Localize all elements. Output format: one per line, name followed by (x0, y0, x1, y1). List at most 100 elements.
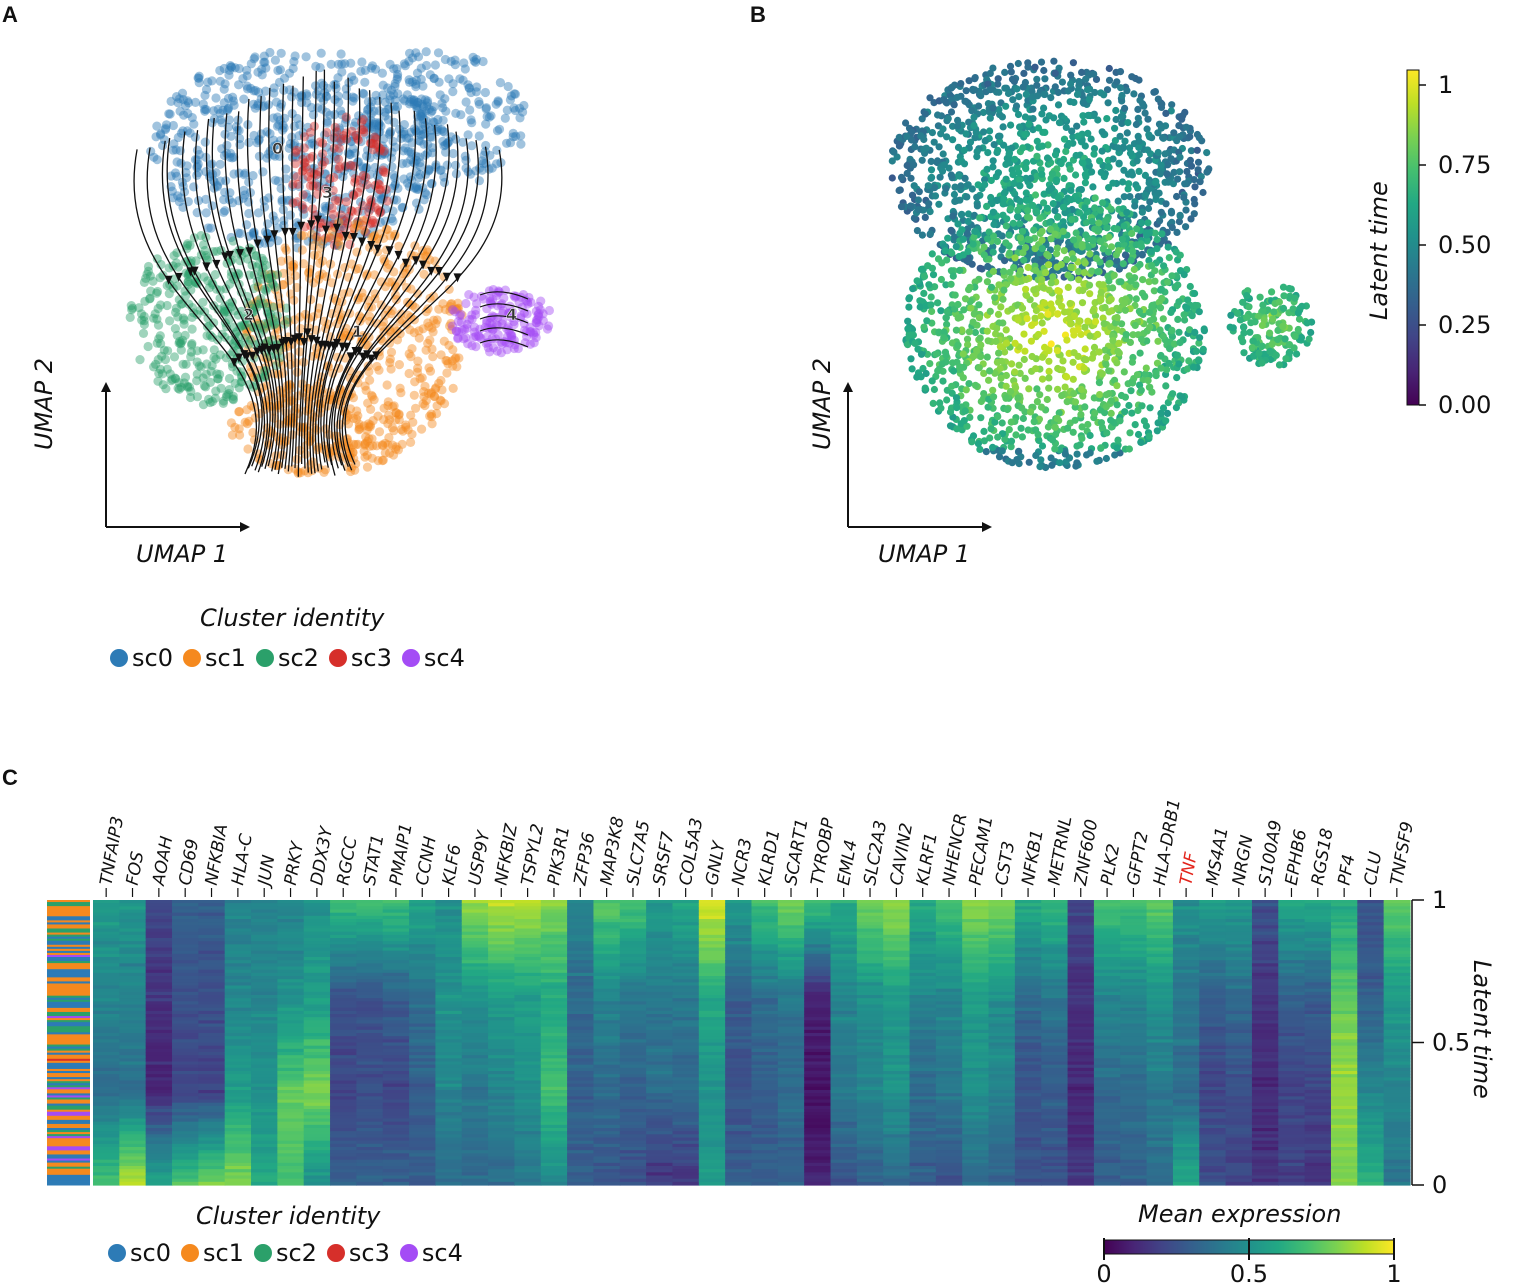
cell-sc1 (411, 403, 421, 413)
cell-sc0 (224, 195, 234, 205)
cell (943, 396, 951, 404)
cell-sc1 (396, 276, 407, 286)
cell-sc3 (375, 207, 386, 217)
cell-sc1 (373, 411, 383, 421)
cell (1047, 300, 1055, 308)
cell-sc0 (460, 64, 470, 74)
cell-sc0 (340, 204, 350, 214)
cell-sc4 (513, 343, 523, 354)
cell-sc0 (181, 168, 191, 178)
cell (954, 341, 962, 349)
cell (934, 299, 942, 307)
cell-sc1 (419, 387, 429, 397)
streamline-arrow (265, 346, 273, 355)
cell-sc2 (175, 339, 186, 349)
cell (1100, 173, 1108, 181)
cell (1051, 69, 1059, 77)
cell (1099, 314, 1107, 322)
cell (1184, 296, 1192, 304)
cell-sc2 (232, 366, 242, 376)
cell (1144, 376, 1152, 385)
cell-sc0 (220, 79, 230, 89)
legend-top-label-sc2: sc2 (277, 644, 319, 672)
cell-sc2 (134, 303, 144, 313)
cell-sc1 (365, 441, 375, 451)
cell (1297, 333, 1306, 342)
cell-sc0 (425, 132, 435, 142)
cell-sc0 (354, 111, 364, 121)
cell (1016, 176, 1024, 184)
cell-sc0 (274, 77, 285, 87)
cell (1145, 131, 1153, 139)
cell (1116, 417, 1124, 425)
cell-sc0 (234, 125, 244, 136)
cell (1234, 309, 1242, 317)
cell (1153, 427, 1161, 435)
cell (1054, 101, 1063, 109)
cell-sc4 (509, 343, 519, 354)
streamline-arrow (288, 227, 297, 237)
cell (934, 111, 942, 119)
cell-sc0 (265, 47, 275, 58)
cell (1091, 318, 1100, 326)
cell-sc0 (229, 152, 239, 162)
cell-sc0 (256, 129, 266, 139)
cell (937, 275, 945, 284)
cell-sc2 (191, 256, 201, 266)
cell-sc1 (268, 314, 278, 324)
cell-sc0 (408, 53, 418, 63)
cell-sc0 (400, 143, 410, 153)
cell (990, 141, 998, 149)
cell-sc0 (374, 118, 384, 128)
cell (907, 174, 915, 182)
cell (1020, 330, 1028, 338)
cell-sc1 (394, 410, 404, 420)
cell-sc0 (356, 197, 366, 207)
cell-sc0 (168, 145, 178, 155)
cell (1279, 304, 1288, 312)
cell (948, 339, 956, 347)
cell (1273, 336, 1282, 344)
cell-sc1 (391, 408, 401, 418)
cell-sc3 (330, 195, 340, 205)
cell (1066, 299, 1074, 308)
cell-sc0 (404, 56, 414, 66)
cell-sc4 (528, 328, 538, 338)
cell-sc0 (481, 103, 491, 113)
cell-sc0 (290, 151, 301, 161)
cell (1120, 222, 1128, 230)
cell-sc2 (152, 286, 163, 297)
legend-top-swatch-sc0 (110, 649, 128, 667)
cell (1089, 307, 1097, 315)
cell-sc1 (440, 305, 450, 315)
cell-sc0 (176, 158, 186, 168)
cell-sc2 (204, 394, 214, 404)
cell-sc0 (367, 61, 378, 71)
cell-sc0 (471, 54, 481, 64)
cell (1007, 199, 1015, 207)
cell (1012, 278, 1020, 286)
cell (1168, 223, 1176, 232)
cell (1102, 454, 1110, 463)
cell-sc1 (421, 396, 431, 406)
streamline-arrow (453, 273, 462, 283)
cell-sc0 (404, 133, 414, 143)
cell-sc2 (228, 395, 238, 405)
cell-sc0 (223, 93, 234, 103)
cell-sc1 (360, 381, 370, 391)
cell-sc2 (180, 330, 190, 340)
cell (1294, 325, 1302, 334)
cell-sc0 (440, 54, 450, 65)
cell-sc4 (469, 332, 479, 342)
cell (1094, 268, 1102, 276)
cell (977, 414, 985, 422)
cell-sc0 (297, 90, 307, 100)
cell-sc0 (311, 61, 321, 71)
cell-sc2 (149, 362, 159, 372)
cell-sc1 (378, 441, 388, 451)
cell-sc1 (306, 433, 316, 443)
cell (1014, 110, 1023, 119)
cell (1047, 94, 1055, 102)
cell (1038, 227, 1046, 235)
cell-sc2 (180, 372, 191, 382)
